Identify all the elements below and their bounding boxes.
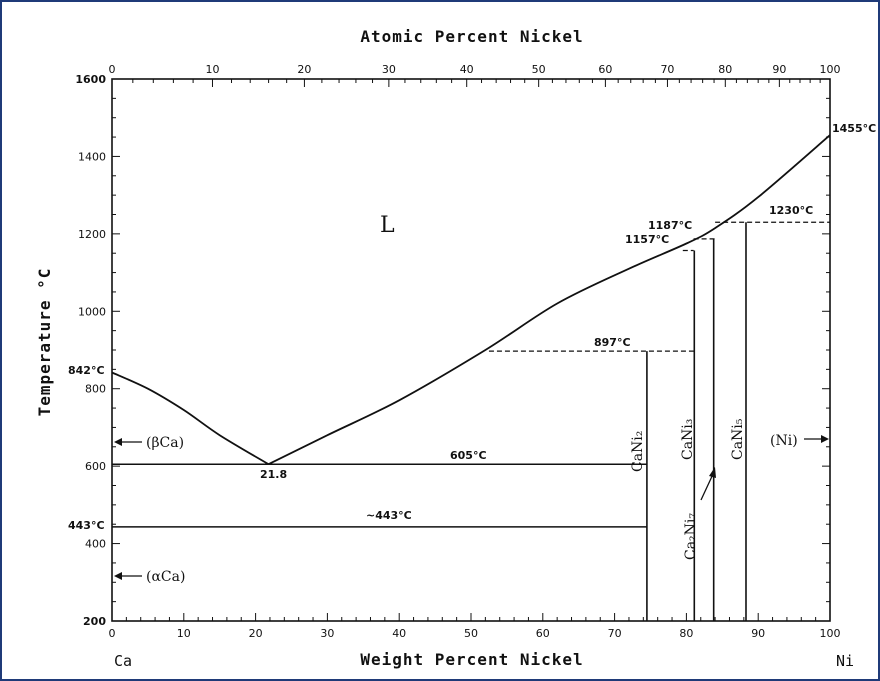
cani3-phase-label: CaNi₃ <box>680 419 696 460</box>
top-axis-title: Atomic Percent Nickel <box>360 27 583 46</box>
left-element-label: Ca <box>114 652 132 670</box>
y-tick-label: 200 <box>83 615 106 628</box>
x-tick-label-top: 90 <box>772 63 786 76</box>
x-tick-label-bottom: 80 <box>679 627 693 640</box>
liquidus-ni-side <box>268 134 831 466</box>
bottom-axis-title: Weight Percent Nickel <box>360 650 583 669</box>
y-tick-label: 800 <box>85 383 106 396</box>
ni-phase-label: (Ni) <box>770 433 798 449</box>
x-tick-label-bottom: 20 <box>249 627 263 640</box>
cani5-phase-label: CaNi₅ <box>730 418 746 460</box>
y-tick-label: 1400 <box>78 150 106 163</box>
x-tick-label-top: 50 <box>532 63 546 76</box>
y-tick-label: 1000 <box>78 305 106 318</box>
x-tick-label-top: 0 <box>109 63 116 76</box>
y-axis-title: Temperature °C <box>35 268 54 417</box>
y-axis-ticks: 1600 1400 1200 1000 800 600 400 200 <box>75 73 830 628</box>
x-tick-label-bottom: 50 <box>464 627 478 640</box>
phase-boundaries <box>111 134 831 621</box>
x-tick-label-bottom: 90 <box>751 627 765 640</box>
x-tick-label-top: 70 <box>660 63 674 76</box>
eutectic-temperature-label: 605°C <box>450 449 487 462</box>
y-tick-label: 400 <box>85 538 106 551</box>
cani2-phase-label: CaNi₂ <box>630 431 646 472</box>
peritectic-1187-label: 1187°C <box>648 219 692 232</box>
x-tick-label-top: 30 <box>382 63 396 76</box>
x-tick-label-bottom: 70 <box>608 627 622 640</box>
ca-melting-point-label: 842°C <box>68 364 105 377</box>
x-axis-top-ticks: 0 10 20 30 40 50 60 70 80 90 100 <box>109 63 841 87</box>
x-tick-label-bottom: 10 <box>177 627 191 640</box>
liquidus-ca-side <box>111 371 269 465</box>
ca2ni7-phase-label: Ca₂Ni₇ <box>683 513 699 560</box>
peritectic-1157-label: 1157°C <box>625 233 669 246</box>
x-tick-label-top: 100 <box>820 63 841 76</box>
y-tick-label: 600 <box>85 460 106 473</box>
alpha-ca-phase-label: (αCa) <box>146 569 185 585</box>
x-tick-label-top: 60 <box>598 63 612 76</box>
transformation-line-label: ~443°C <box>366 509 412 522</box>
ni-melting-point-label: 1455°C <box>832 122 876 135</box>
peritectic-897-label: 897°C <box>594 336 631 349</box>
x-tick-label-top: 10 <box>205 63 219 76</box>
ni-arrowhead <box>821 435 829 443</box>
eutectic-composition-label: 21.8 <box>260 468 287 481</box>
alpha-ca-arrowhead <box>114 572 122 580</box>
x-tick-label-top: 80 <box>718 63 732 76</box>
x-tick-label-bottom: 30 <box>320 627 334 640</box>
y-tick-label: 1200 <box>78 228 106 241</box>
x-tick-label-top: 20 <box>297 63 311 76</box>
x-tick-label-bottom: 40 <box>392 627 406 640</box>
peritectic-1230-label: 1230°C <box>769 204 813 217</box>
liquid-phase-label: L <box>380 213 395 238</box>
ca-transformation-label: 443°C <box>68 519 105 532</box>
right-element-label: Ni <box>836 652 854 670</box>
x-tick-label-bottom: 0 <box>109 627 116 640</box>
x-tick-label-bottom: 100 <box>820 627 841 640</box>
x-axis-bottom-ticks: 0 10 20 30 40 50 60 70 80 90 100 <box>109 613 841 640</box>
beta-ca-arrowhead <box>114 438 122 446</box>
y-tick-label: 1600 <box>75 73 106 86</box>
plot-border <box>111 78 831 622</box>
x-tick-label-top: 40 <box>460 63 474 76</box>
beta-ca-phase-label: (βCa) <box>146 435 184 451</box>
ca2ni7-arrowhead <box>709 467 716 478</box>
x-tick-label-bottom: 60 <box>536 627 550 640</box>
